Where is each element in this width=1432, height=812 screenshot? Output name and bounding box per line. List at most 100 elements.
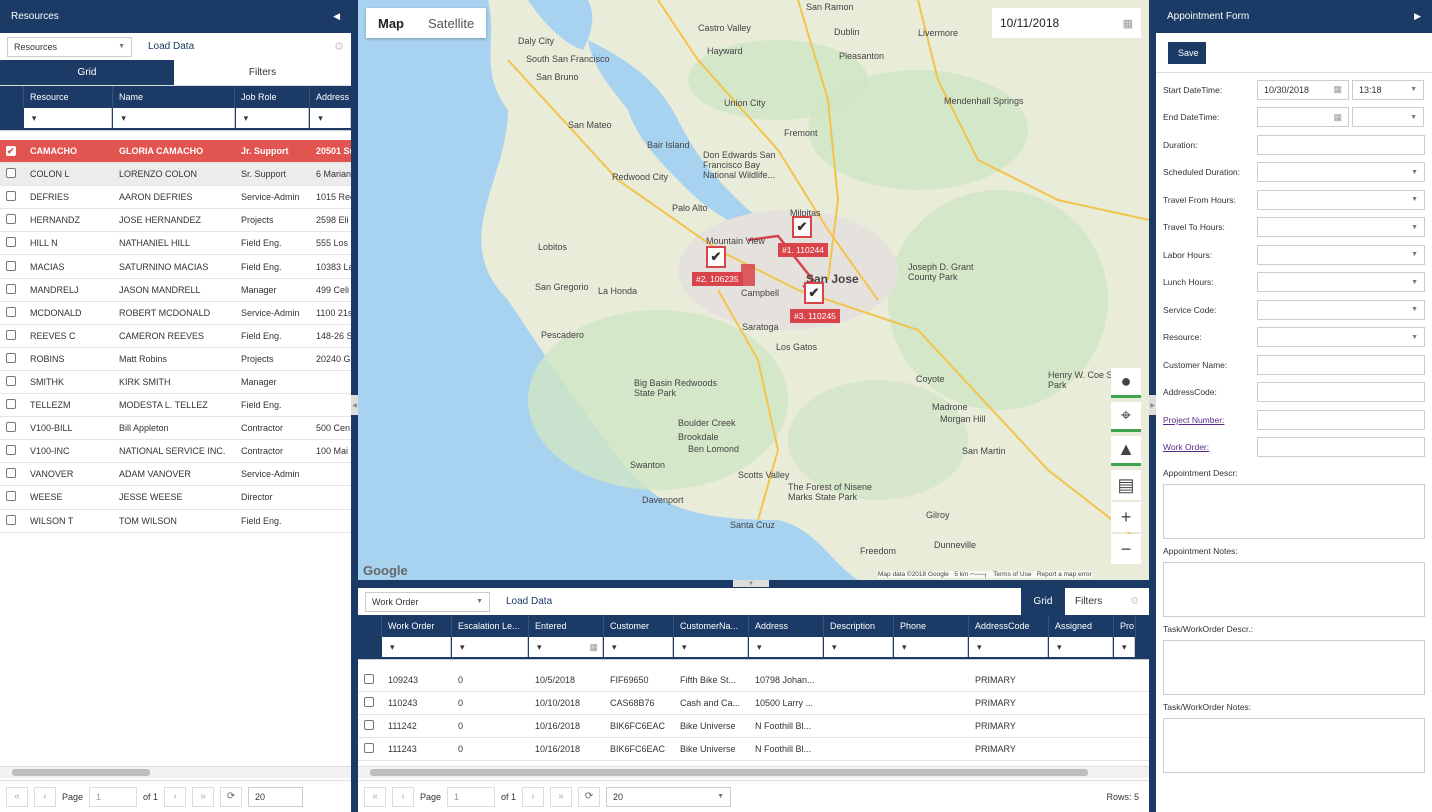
- person-icon[interactable]: ●: [1111, 368, 1141, 398]
- row-checkbox[interactable]: [0, 375, 24, 388]
- start-date-input[interactable]: 10/30/2018 ▦: [1257, 79, 1349, 100]
- filter-address[interactable]: ▾: [749, 637, 823, 657]
- checkbox-icon[interactable]: [6, 399, 16, 410]
- workorder-row[interactable]: 111242 0 10/16/2018 BIK6FC6EAC Bike Universe…: [358, 715, 1149, 739]
- row-checkbox[interactable]: [0, 399, 24, 411]
- workorder-row[interactable]: 110243 0 10/10/2018 CAS68B76 Cash and Ca... 1…: [358, 692, 1149, 716]
- row-checkbox[interactable]: [0, 329, 24, 342]
- tab-filters[interactable]: Filters: [248, 67, 277, 78]
- resource-row[interactable]: HILL N NATHANIEL HILL Field Eng. 555 Los: [0, 232, 351, 256]
- row-checkbox[interactable]: [358, 743, 382, 755]
- column-header-job-role[interactable]: Job Role: [235, 86, 310, 108]
- refresh-icon[interactable]: ⟳: [220, 786, 243, 807]
- checkbox-icon[interactable]: [6, 260, 16, 271]
- zoom-out-icon[interactable]: −: [1111, 534, 1141, 564]
- checkbox-icon[interactable]: [6, 168, 16, 179]
- resource-row[interactable]: ROBINS Matt Robins Projects 20240 G: [0, 348, 351, 371]
- field-input[interactable]: [1257, 134, 1425, 155]
- checkbox-icon[interactable]: [364, 697, 374, 708]
- load-data-button[interactable]: Load Data: [148, 41, 195, 52]
- column-header-address[interactable]: Address: [316, 92, 350, 102]
- resource-row[interactable]: HERNANDZ JOSE HERNANDEZ Projects 2598 Eli: [0, 209, 351, 233]
- filter-work-order[interactable]: ▾: [382, 637, 451, 657]
- filter-name[interactable]: ▾: [113, 108, 235, 128]
- prev-page-icon[interactable]: ‹: [392, 786, 414, 807]
- calendar-icon[interactable]: ▦: [589, 641, 598, 652]
- field-input[interactable]: ▼: [1257, 189, 1425, 210]
- map-marker-3[interactable]: #3. 110245: [790, 309, 840, 323]
- textarea-field[interactable]: [1163, 562, 1425, 617]
- marker-icon[interactable]: ✔: [792, 216, 812, 238]
- row-checkbox[interactable]: [358, 674, 382, 686]
- filter-escalation[interactable]: ▾: [452, 637, 528, 657]
- settings-icon[interactable]: ⚙: [1130, 596, 1139, 607]
- checkbox-icon[interactable]: [6, 491, 16, 502]
- chevron-left-icon[interactable]: ◀: [333, 11, 340, 21]
- field-label[interactable]: Project Number:: [1163, 414, 1225, 425]
- map-canvas[interactable]: [358, 0, 1149, 580]
- filter-resource[interactable]: ▾: [23, 108, 113, 128]
- page-size-select[interactable]: 20: [248, 786, 304, 807]
- page-size-select[interactable]: 20 ▼: [606, 786, 732, 807]
- checkbox-icon[interactable]: [6, 468, 16, 479]
- checkbox-icon[interactable]: [364, 720, 374, 731]
- row-checkbox[interactable]: [0, 352, 24, 365]
- filter-project[interactable]: ▾: [1114, 637, 1135, 657]
- field-input[interactable]: [1257, 354, 1425, 375]
- field-input[interactable]: [1257, 409, 1425, 430]
- filter-description[interactable]: ▾: [824, 637, 893, 657]
- checkbox-icon[interactable]: [364, 743, 374, 754]
- textarea-field[interactable]: [1163, 484, 1425, 539]
- collapse-bottom-icon[interactable]: ▼: [733, 580, 769, 587]
- checkbox-icon[interactable]: [6, 352, 16, 363]
- resource-row[interactable]: DEFRIES AARON DEFRIES Service-Admin 1015 Re…: [0, 186, 351, 210]
- checkbox-icon[interactable]: [364, 674, 374, 685]
- collapse-left-icon[interactable]: ◀: [351, 395, 358, 415]
- horizontal-scrollbar[interactable]: [358, 766, 1149, 778]
- tab-filters[interactable]: Filters ⚙: [1075, 596, 1139, 607]
- filter-entered[interactable]: ▾ ▦: [529, 637, 603, 657]
- textarea-field[interactable]: [1163, 640, 1425, 695]
- checkbox-icon[interactable]: [6, 445, 16, 456]
- first-page-icon[interactable]: «: [364, 786, 386, 807]
- map-panel[interactable]: Map Satellite 10/11/2018 ▦ Daly City Sout…: [358, 0, 1149, 580]
- row-checkbox[interactable]: [0, 260, 24, 273]
- horizontal-scrollbar[interactable]: [0, 766, 351, 778]
- workorder-dropdown[interactable]: Work Order ▼: [365, 591, 490, 612]
- row-checkbox[interactable]: [0, 445, 24, 457]
- map-date-input[interactable]: 10/11/2018 ▦: [992, 8, 1141, 38]
- map-type-satellite[interactable]: Satellite: [428, 15, 475, 31]
- row-checkbox[interactable]: [0, 191, 24, 203]
- first-page-icon[interactable]: «: [6, 786, 28, 807]
- textarea-field[interactable]: [1163, 718, 1425, 773]
- settings-icon[interactable]: ⚙: [334, 41, 344, 53]
- field-label[interactable]: Work Order:: [1163, 442, 1210, 453]
- checked-checkbox-icon[interactable]: ✔: [6, 146, 16, 157]
- row-checkbox[interactable]: ✔: [0, 146, 24, 157]
- next-page-icon[interactable]: ›: [522, 786, 545, 807]
- filter-customer-name[interactable]: ▾: [674, 637, 748, 657]
- workorder-row[interactable]: 109243 0 10/5/2018 FIF69650 Fifth Bike St...…: [358, 669, 1149, 693]
- prev-page-icon[interactable]: ‹: [34, 786, 56, 807]
- filter-address[interactable]: ▾: [310, 108, 352, 128]
- workorder-load-data-button[interactable]: Load Data: [506, 596, 553, 607]
- resource-row[interactable]: MACIAS SATURNINO MACIAS Field Eng. 10383 La: [0, 255, 351, 279]
- start-time-select[interactable]: 13:18 ▼: [1352, 79, 1424, 100]
- checkbox-icon[interactable]: [6, 191, 16, 202]
- resources-dropdown[interactable]: Resources ▼: [7, 36, 132, 57]
- checkbox-icon[interactable]: [6, 214, 16, 225]
- save-button[interactable]: Save: [1168, 41, 1206, 64]
- resource-row[interactable]: REEVES C CAMERON REEVES Field Eng. 148-26 S: [0, 325, 351, 348]
- checkbox-icon[interactable]: [6, 283, 16, 294]
- resource-row[interactable]: MANDRELJ JASON MANDRELL Manager 499 Celi: [0, 279, 351, 302]
- resource-row[interactable]: V100-BILL Bill Appleton Contractor 500 Cen: [0, 417, 351, 441]
- traffic-road-icon[interactable]: ▲: [1111, 436, 1141, 466]
- zoom-in-icon[interactable]: +: [1111, 502, 1141, 532]
- row-checkbox[interactable]: [0, 283, 24, 296]
- field-input[interactable]: ▼: [1257, 162, 1425, 183]
- row-checkbox[interactable]: [0, 491, 24, 503]
- resource-row[interactable]: VANOVER ADAM VANOVER Service-Admin: [0, 463, 351, 487]
- last-page-icon[interactable]: »: [550, 786, 573, 807]
- field-input[interactable]: [1257, 437, 1425, 458]
- filter-assigned[interactable]: ▾: [1049, 637, 1113, 657]
